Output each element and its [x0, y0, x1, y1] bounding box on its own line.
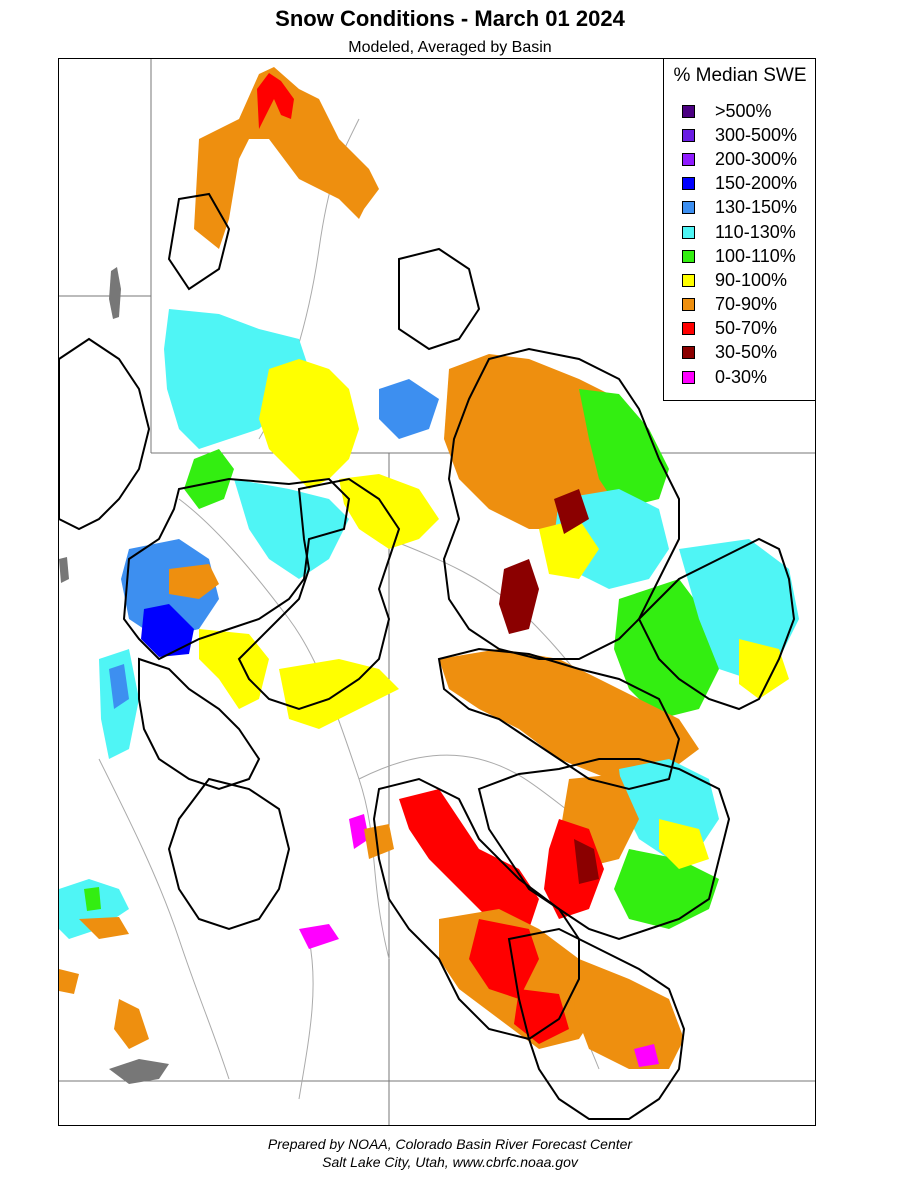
legend-swatch: [682, 177, 695, 191]
map-title: Snow Conditions - March 01 2024: [275, 6, 625, 31]
legend: % Median SWE >500% 300-500% 200-300% 150-20…: [663, 59, 815, 401]
legend-label: 30-50%: [715, 342, 778, 363]
legend-swatch: [682, 128, 695, 142]
legend-swatch: [682, 152, 695, 166]
legend-label: 200-300%: [715, 148, 798, 169]
legend-label: 90-100%: [715, 269, 788, 290]
legend-item: 0-30%: [682, 365, 797, 389]
legend-label: 300-500%: [715, 124, 798, 145]
legend-items: >500% 300-500% 200-300% 150-200% 130-150% 110…: [682, 99, 797, 389]
legend-swatch: [682, 104, 695, 118]
legend-swatch: [682, 298, 695, 312]
legend-item: 300-500%: [682, 123, 797, 147]
legend-swatch: [682, 322, 695, 336]
legend-item: 50-70%: [682, 317, 797, 341]
snow-conditions-map: % Median SWE >500% 300-500% 200-300% 150-20…: [58, 58, 816, 1126]
basin-boundaries: [59, 192, 796, 1120]
legend-item: >500%: [682, 99, 797, 123]
legend-item: 70-90%: [682, 293, 797, 317]
legend-swatch: [682, 273, 695, 287]
legend-label: 100-110%: [715, 245, 796, 266]
legend-item: 100-110%: [682, 244, 797, 268]
legend-title: % Median SWE: [673, 65, 807, 86]
map-subtitle: Modeled, Averaged by Basin: [348, 39, 552, 56]
footer-credit: Prepared by NOAA, Colorado Basin River F…: [267, 1136, 633, 1152]
legend-label: 0-30%: [715, 366, 768, 387]
legend-item: 110-130%: [682, 220, 797, 244]
legend-label: 50-70%: [715, 318, 778, 339]
legend-swatch: [682, 249, 695, 263]
footer-location: Salt Lake City, Utah, www.cbrfc.noaa.gov: [322, 1154, 578, 1170]
legend-swatch: [682, 370, 695, 384]
swe-regions: [59, 67, 799, 1069]
legend-label: 150-200%: [715, 173, 798, 194]
legend-item: 150-200%: [682, 172, 797, 196]
lakes: [59, 267, 169, 1084]
legend-swatch: [682, 201, 695, 215]
legend-item: 130-150%: [682, 196, 797, 220]
legend-label: 70-90%: [715, 294, 778, 315]
legend-item: 30-50%: [682, 341, 797, 365]
legend-item: 200-300%: [682, 147, 797, 171]
legend-swatch: [682, 346, 695, 360]
legend-swatch: [682, 225, 695, 239]
legend-label: 110-130%: [715, 221, 796, 242]
legend-item: 90-100%: [682, 268, 797, 292]
basin-map-graphic: [59, 59, 815, 1125]
legend-label: 130-150%: [715, 197, 798, 218]
legend-label: >500%: [715, 100, 772, 121]
